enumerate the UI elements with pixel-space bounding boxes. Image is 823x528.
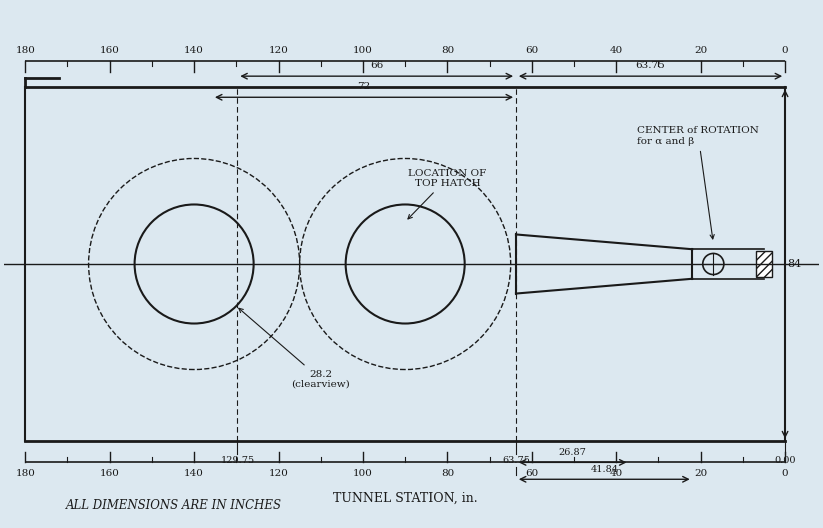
Text: 129.75: 129.75 <box>221 456 254 465</box>
Text: 41.84: 41.84 <box>590 465 618 474</box>
Text: 180: 180 <box>16 46 35 55</box>
Text: 28.2
(clearview): 28.2 (clearview) <box>239 308 350 389</box>
Text: 0: 0 <box>782 469 788 478</box>
Text: 84: 84 <box>788 259 802 269</box>
Text: 60: 60 <box>525 46 538 55</box>
Text: 60: 60 <box>525 469 538 478</box>
Text: 180: 180 <box>16 469 35 478</box>
Text: 72: 72 <box>357 82 370 91</box>
Text: LOCATION OF
TOP HATCH: LOCATION OF TOP HATCH <box>408 168 486 219</box>
Text: 0: 0 <box>782 46 788 55</box>
Text: 100: 100 <box>353 46 373 55</box>
Text: TUNNEL STATION, in.: TUNNEL STATION, in. <box>332 492 477 505</box>
Text: 140: 140 <box>184 469 204 478</box>
Text: 20: 20 <box>694 469 707 478</box>
Text: 120: 120 <box>268 46 289 55</box>
Text: 160: 160 <box>100 469 119 478</box>
Text: 40: 40 <box>610 469 623 478</box>
Text: 66: 66 <box>370 61 384 70</box>
Text: 26.87: 26.87 <box>559 448 587 457</box>
Text: 160: 160 <box>100 46 119 55</box>
Text: 20: 20 <box>694 46 707 55</box>
Text: 63.75: 63.75 <box>635 61 665 70</box>
Bar <box>756 251 773 277</box>
Text: 63.75: 63.75 <box>502 456 530 465</box>
Text: CENTER of ROTATION
for α and β: CENTER of ROTATION for α and β <box>637 126 759 239</box>
Text: 120: 120 <box>268 469 289 478</box>
Text: 40: 40 <box>610 46 623 55</box>
Text: 100: 100 <box>353 469 373 478</box>
Text: 80: 80 <box>441 46 454 55</box>
Text: 0.00: 0.00 <box>774 456 796 465</box>
Text: 140: 140 <box>184 46 204 55</box>
Text: 80: 80 <box>441 469 454 478</box>
Text: ALL DIMENSIONS ARE IN INCHES: ALL DIMENSIONS ARE IN INCHES <box>66 499 281 512</box>
